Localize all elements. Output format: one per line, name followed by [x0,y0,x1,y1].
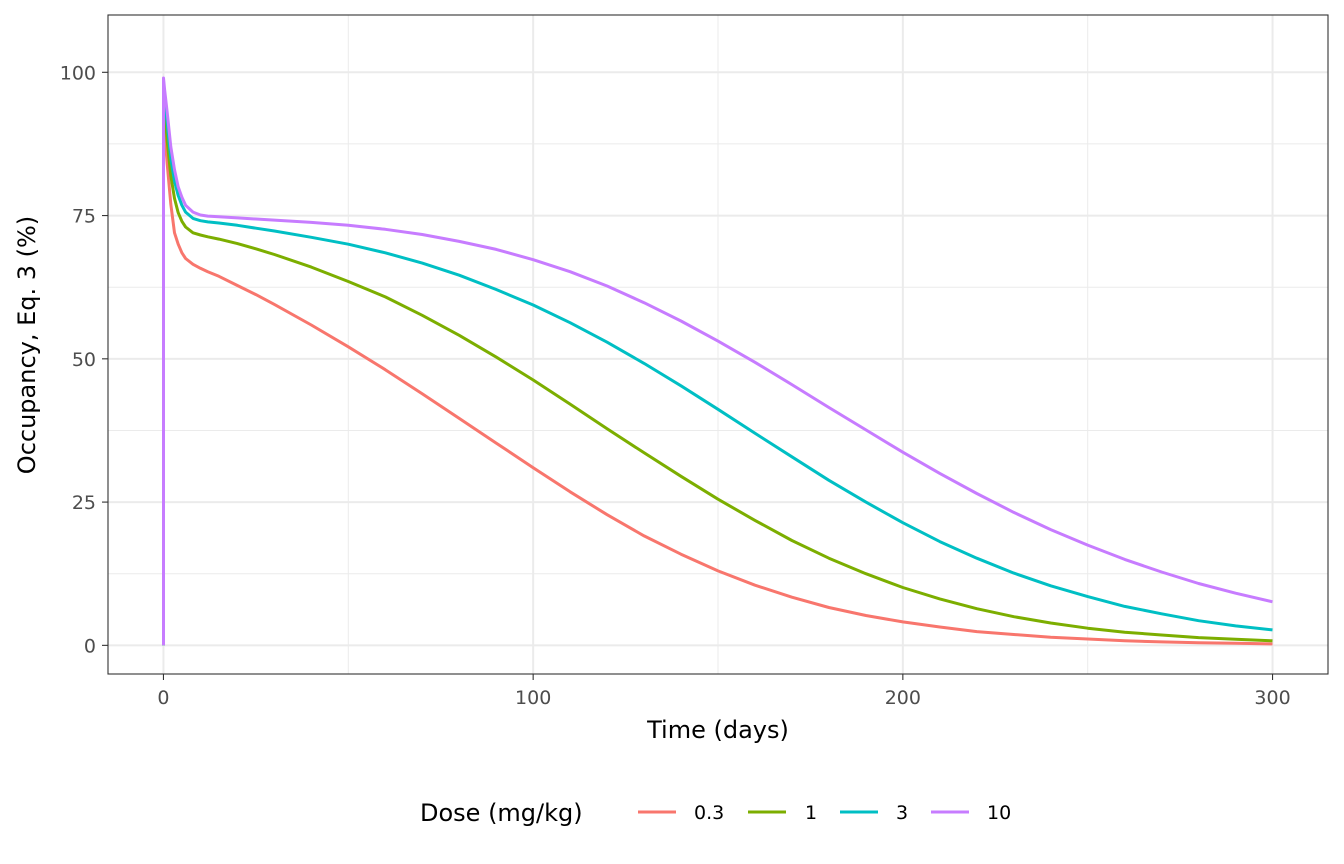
x-axis-ticks: 0 100 200 300 [157,674,1291,709]
series-lines [162,76,1273,646]
x-tick-label: 200 [885,687,921,709]
series-line-0.3 [162,99,1273,646]
y-axis-ticks: 0 25 50 75 100 [60,62,108,657]
series-line-3 [162,82,1273,646]
minor-grid [108,15,1328,674]
y-tick-label: 50 [72,349,96,371]
legend-title: Dose (mg/kg) [420,799,583,827]
series-line-10 [162,76,1273,646]
series-line-1 [162,88,1273,646]
y-tick-label: 100 [60,62,96,84]
legend-label-3: 10 [987,802,1011,824]
legend-label-0: 0.3 [694,802,724,824]
legend-label-1: 1 [805,802,817,824]
x-tick-label: 100 [515,687,551,709]
plot-panel-border [107,14,1329,675]
y-axis-title: Occupancy, Eq. 3 (%) [13,216,41,474]
y-tick-label: 75 [72,206,96,228]
x-tick-label: 0 [157,687,169,709]
y-tick-label: 0 [84,635,96,657]
legend-label-2: 3 [896,802,908,824]
y-tick-label: 25 [72,492,96,514]
x-tick-label: 300 [1254,687,1290,709]
legend: Dose (mg/kg) 0.3 1 3 10 [420,799,1011,827]
x-axis-title: Time (days) [646,716,789,744]
